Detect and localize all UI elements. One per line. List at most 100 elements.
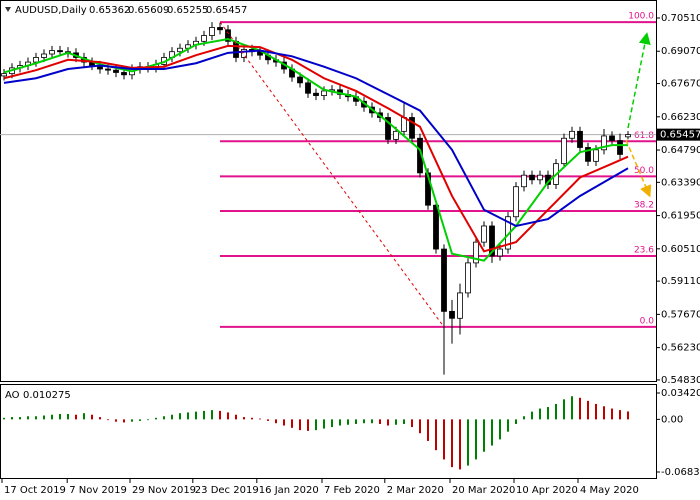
fib-label: 23.6 [634, 245, 654, 255]
ao-bar [211, 410, 213, 420]
ao-bar [291, 419, 293, 428]
candle-body [521, 174, 527, 188]
candle-body [33, 57, 39, 63]
ao-bar [387, 419, 389, 426]
ao-bar [435, 419, 437, 451]
ao-bar [379, 419, 381, 424]
ao-bar [195, 411, 197, 420]
candle-body [497, 248, 503, 257]
ao-bar [131, 419, 133, 422]
x-tick-label: 20 Mar 2020 [452, 485, 515, 496]
ao-bar [251, 417, 253, 420]
ao-bar [339, 419, 341, 426]
moving-average [3, 49, 629, 228]
y-tick-label: 0.67670 [661, 79, 700, 90]
ao-bar [627, 411, 629, 420]
y-tick-label: 0.034207 [661, 388, 700, 399]
ao-bar [227, 412, 229, 420]
ao-bar [235, 414, 237, 420]
ao-value: 0.010275 [23, 390, 71, 401]
candle-body [321, 90, 327, 96]
last-price-label: 0.65457 [660, 130, 700, 141]
ao-bar [475, 419, 477, 460]
ao-bar [363, 419, 365, 424]
plot-layer: 0.70510 0.69070 0.67670 0.66230 0.64790 0.633… [0, 12, 700, 496]
fib-label: 100.0 [628, 12, 654, 22]
candle-body [569, 130, 575, 139]
candle-body [513, 186, 519, 218]
ao-bar [163, 416, 165, 420]
candle-body [457, 292, 463, 319]
candle-body [393, 130, 399, 140]
ao-bar [507, 419, 509, 432]
ao-bar [531, 411, 533, 420]
ao-bar [555, 403, 557, 420]
ao-bar [395, 419, 397, 425]
close-value: 0.65457 [206, 5, 247, 16]
ao-bar [371, 419, 373, 424]
candle-body [201, 35, 207, 42]
y-tick-label: 0.66230 [661, 112, 700, 123]
candle-body [305, 82, 311, 94]
candle-body [465, 262, 471, 294]
x-tick-label: 10 Apr 2020 [516, 485, 578, 496]
y-tick-label: -0.068331 [661, 467, 700, 478]
ao-bar [275, 419, 277, 424]
ao-bar [75, 414, 77, 420]
last-price-box [657, 128, 700, 141]
candle-body [593, 149, 599, 162]
candle-body [449, 310, 455, 319]
candle-body [585, 147, 591, 162]
candle-body [577, 130, 583, 148]
candle-body [617, 140, 623, 155]
x-tick-label: 7 Feb 2020 [324, 485, 380, 496]
candle-body [561, 137, 567, 165]
candle-body [473, 241, 479, 264]
chart-title: AUDUSD,Daily [15, 5, 87, 16]
candle-body [385, 117, 391, 140]
candle-body [529, 174, 535, 181]
open-value: 0.65362 [89, 5, 130, 16]
ao-bar [347, 419, 349, 425]
forecast-up-arrow [627, 32, 651, 129]
ao-bar [443, 419, 445, 460]
ao-bar [579, 397, 581, 420]
main-panel [0, 0, 657, 382]
ao-bar [83, 413, 85, 420]
ao-bar [243, 417, 245, 420]
y-tick-label: 0.57670 [661, 309, 700, 320]
high-value: 0.65609 [128, 5, 169, 16]
y-tick-label: 0.60510 [661, 244, 700, 255]
ao-bar [499, 419, 501, 440]
ao-bar [355, 419, 357, 424]
ao-bar [603, 406, 605, 420]
ao-bar [43, 415, 45, 420]
ao-bar [459, 419, 461, 470]
x-tick-label: 29 Nov 2019 [132, 485, 196, 496]
candle-body [121, 72, 127, 76]
candle-body [209, 27, 215, 36]
ao-bar [59, 413, 61, 420]
y-tick-label: 0.56230 [661, 343, 700, 354]
x-tick-label: 4 May 2020 [580, 485, 639, 496]
candle-body [601, 135, 607, 151]
ao-bar [99, 417, 101, 420]
fib-label: 61.8 [634, 131, 654, 141]
ao-bar [147, 419, 149, 421]
x-tick-label: 2 Mar 2020 [387, 485, 444, 496]
candle-body [481, 225, 487, 243]
candle-body [177, 47, 183, 53]
ao-bar [171, 414, 173, 420]
low-value: 0.65255 [167, 5, 208, 16]
ao-bar [259, 418, 261, 420]
ao-bar [467, 419, 469, 466]
ao-bar [11, 417, 13, 420]
ao-bar [203, 410, 205, 420]
ao-bar [427, 419, 429, 441]
candle-body [609, 135, 615, 141]
y-tick-label: 0.61950 [661, 211, 700, 222]
candle-body [49, 50, 55, 55]
x-tick-label: 23 Dec 2019 [195, 485, 259, 496]
ao-bar [307, 419, 309, 431]
candle-body [537, 174, 543, 181]
